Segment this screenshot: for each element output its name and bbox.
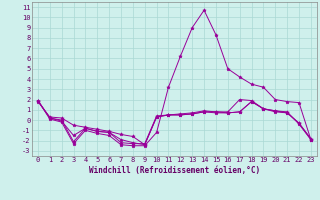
X-axis label: Windchill (Refroidissement éolien,°C): Windchill (Refroidissement éolien,°C) bbox=[89, 166, 260, 175]
